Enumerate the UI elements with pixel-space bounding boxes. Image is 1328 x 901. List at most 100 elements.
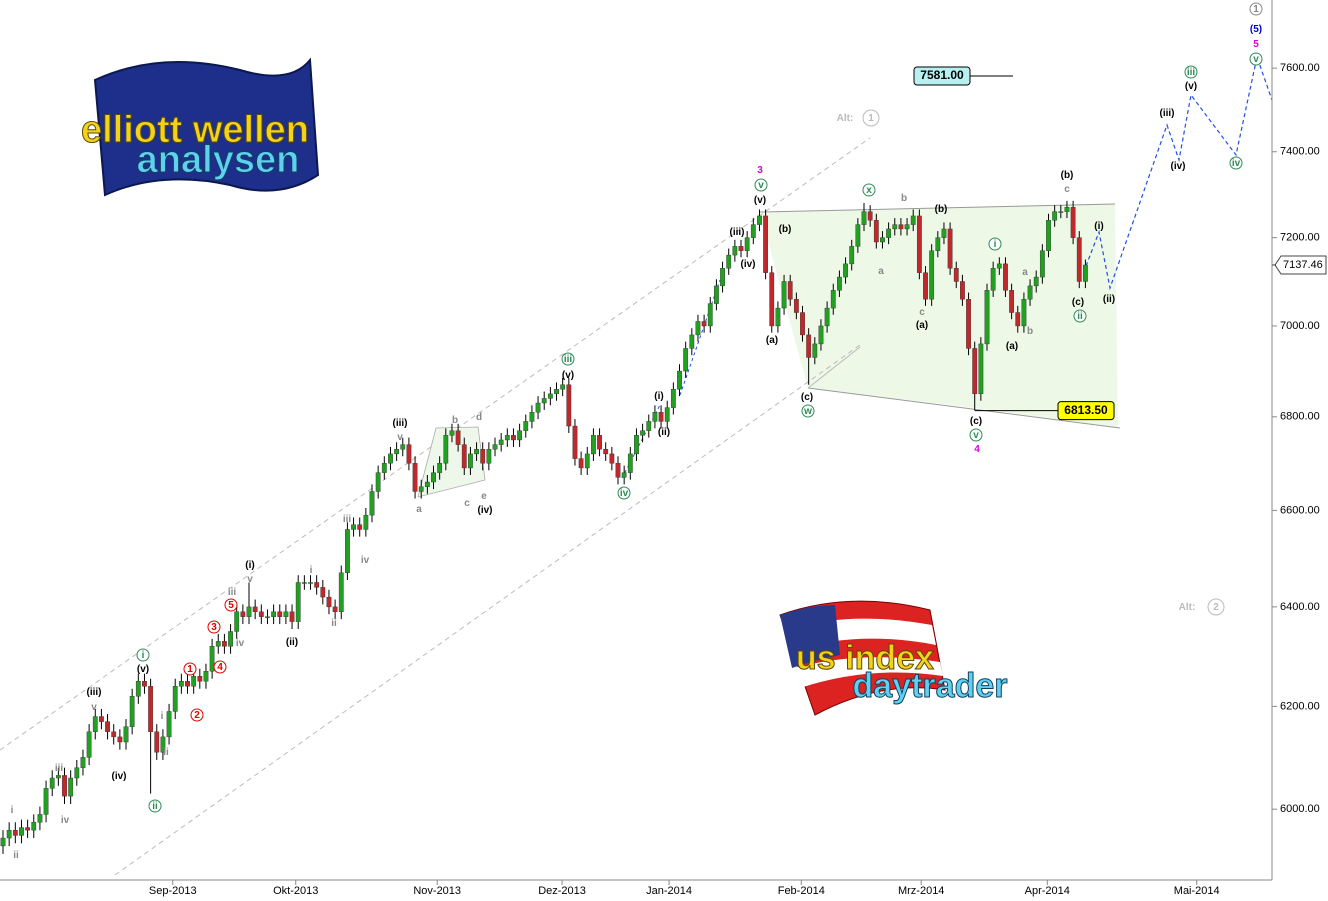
candle-body	[388, 453, 393, 464]
wave-label: (iii)	[393, 418, 408, 429]
candle-body	[0, 837, 6, 847]
candle-body	[19, 827, 24, 836]
candle-body	[720, 268, 725, 287]
wave-label: b	[452, 415, 458, 426]
wave-label: v	[1253, 54, 1259, 65]
wave-label: v	[973, 430, 979, 441]
candle-body	[929, 250, 935, 300]
wave-label: (c)	[801, 392, 813, 403]
x-tick-label: Jan-2014	[646, 885, 692, 897]
candle-body	[455, 430, 461, 445]
wave-label: 1	[187, 664, 193, 675]
wave-label: i	[142, 650, 145, 661]
candle-body	[332, 606, 338, 612]
candle-body	[123, 726, 129, 743]
wave-ring	[617, 486, 631, 500]
candle-body	[92, 716, 98, 732]
candle-body	[714, 285, 719, 304]
wave-label: b	[1027, 326, 1033, 337]
candle-body	[215, 641, 221, 647]
candle-body	[775, 307, 781, 327]
y-tick-label: 7600.00	[1280, 62, 1320, 74]
wave-label: (a)	[916, 320, 928, 331]
candle-body	[646, 421, 652, 431]
candle-body	[996, 263, 1002, 269]
wave-label: (v)	[562, 370, 574, 381]
candle-body	[178, 681, 184, 687]
candle-body	[621, 472, 627, 478]
wave-label: v	[247, 574, 253, 585]
candle-body	[222, 641, 227, 647]
candle-body	[172, 686, 178, 712]
candle-body	[1052, 211, 1058, 221]
candle-body	[837, 276, 842, 291]
wave-label: a	[416, 504, 422, 515]
candle-body	[554, 389, 559, 395]
candle-body	[972, 348, 978, 395]
projection-path	[1085, 54, 1273, 291]
candle-body	[43, 788, 49, 815]
logo-text: us index	[796, 639, 934, 677]
candle-body	[769, 272, 775, 327]
wave-label: iv	[236, 638, 245, 649]
wave-ring	[224, 598, 238, 612]
candle-body	[677, 370, 682, 390]
wave-label: 1	[1253, 4, 1259, 15]
wave-label: iii	[343, 514, 352, 525]
x-tick-label: Okt-2013	[273, 885, 318, 897]
candle-body	[265, 616, 270, 618]
candle-body	[615, 463, 621, 478]
wave-label: (c)	[970, 416, 982, 427]
candle-body	[80, 757, 86, 768]
candle-body	[1064, 207, 1070, 212]
wave-label: iii	[228, 587, 237, 598]
wave-label: 4	[974, 444, 980, 455]
candles	[0, 200, 1088, 854]
wave-ring	[136, 648, 150, 662]
candle-body	[529, 412, 535, 422]
candle-body	[504, 435, 510, 441]
candle-body	[86, 731, 92, 758]
candle-body	[640, 430, 646, 436]
candle-body	[271, 611, 277, 617]
candle-body	[498, 439, 504, 445]
candle-body	[394, 449, 400, 455]
wave-label: e	[481, 491, 487, 502]
logo-text: daytrader	[853, 667, 1008, 705]
candle-body	[117, 736, 123, 743]
candle-body	[1009, 290, 1015, 313]
candle-body	[990, 268, 996, 291]
candle-body	[1046, 220, 1051, 251]
wave-ring	[754, 178, 768, 192]
overlay: 7581.006813.50iiiiiiiv(iii)v(iv)i(v)iiii…	[11, 2, 1263, 861]
wave-ring	[207, 620, 221, 634]
wave-label: (5)	[1250, 24, 1262, 35]
candle-body	[861, 211, 867, 225]
candle-body	[492, 444, 498, 450]
candle-body	[443, 435, 449, 464]
candle-body	[62, 775, 67, 797]
wave-label: (v)	[1185, 81, 1197, 92]
wave-ring	[1184, 65, 1198, 79]
wave-label: Alt:	[837, 113, 854, 124]
candle-body	[258, 611, 264, 617]
wave-ring	[1249, 52, 1263, 66]
candle-body	[37, 814, 43, 823]
wave-label: i	[11, 805, 14, 816]
wave-label: ii	[163, 747, 169, 758]
wave-label: a	[1022, 267, 1028, 278]
candle-body	[652, 412, 658, 422]
candle-body	[609, 453, 615, 464]
wave-label: iii	[1187, 67, 1196, 78]
level-label: 7581.00	[920, 68, 964, 82]
candle-body	[191, 676, 197, 687]
candle-body	[381, 463, 387, 473]
logo-text: elliott wellen	[81, 109, 309, 151]
level-label: 6813.50	[1064, 403, 1108, 417]
wave-label: (v)	[754, 195, 766, 206]
candle-body	[1027, 285, 1033, 300]
wave-label: (i)	[1094, 221, 1103, 232]
logo-elliott: elliott wellen analysen	[80, 57, 320, 197]
wave-label: iv	[620, 488, 629, 499]
wave-label: i	[994, 239, 997, 250]
